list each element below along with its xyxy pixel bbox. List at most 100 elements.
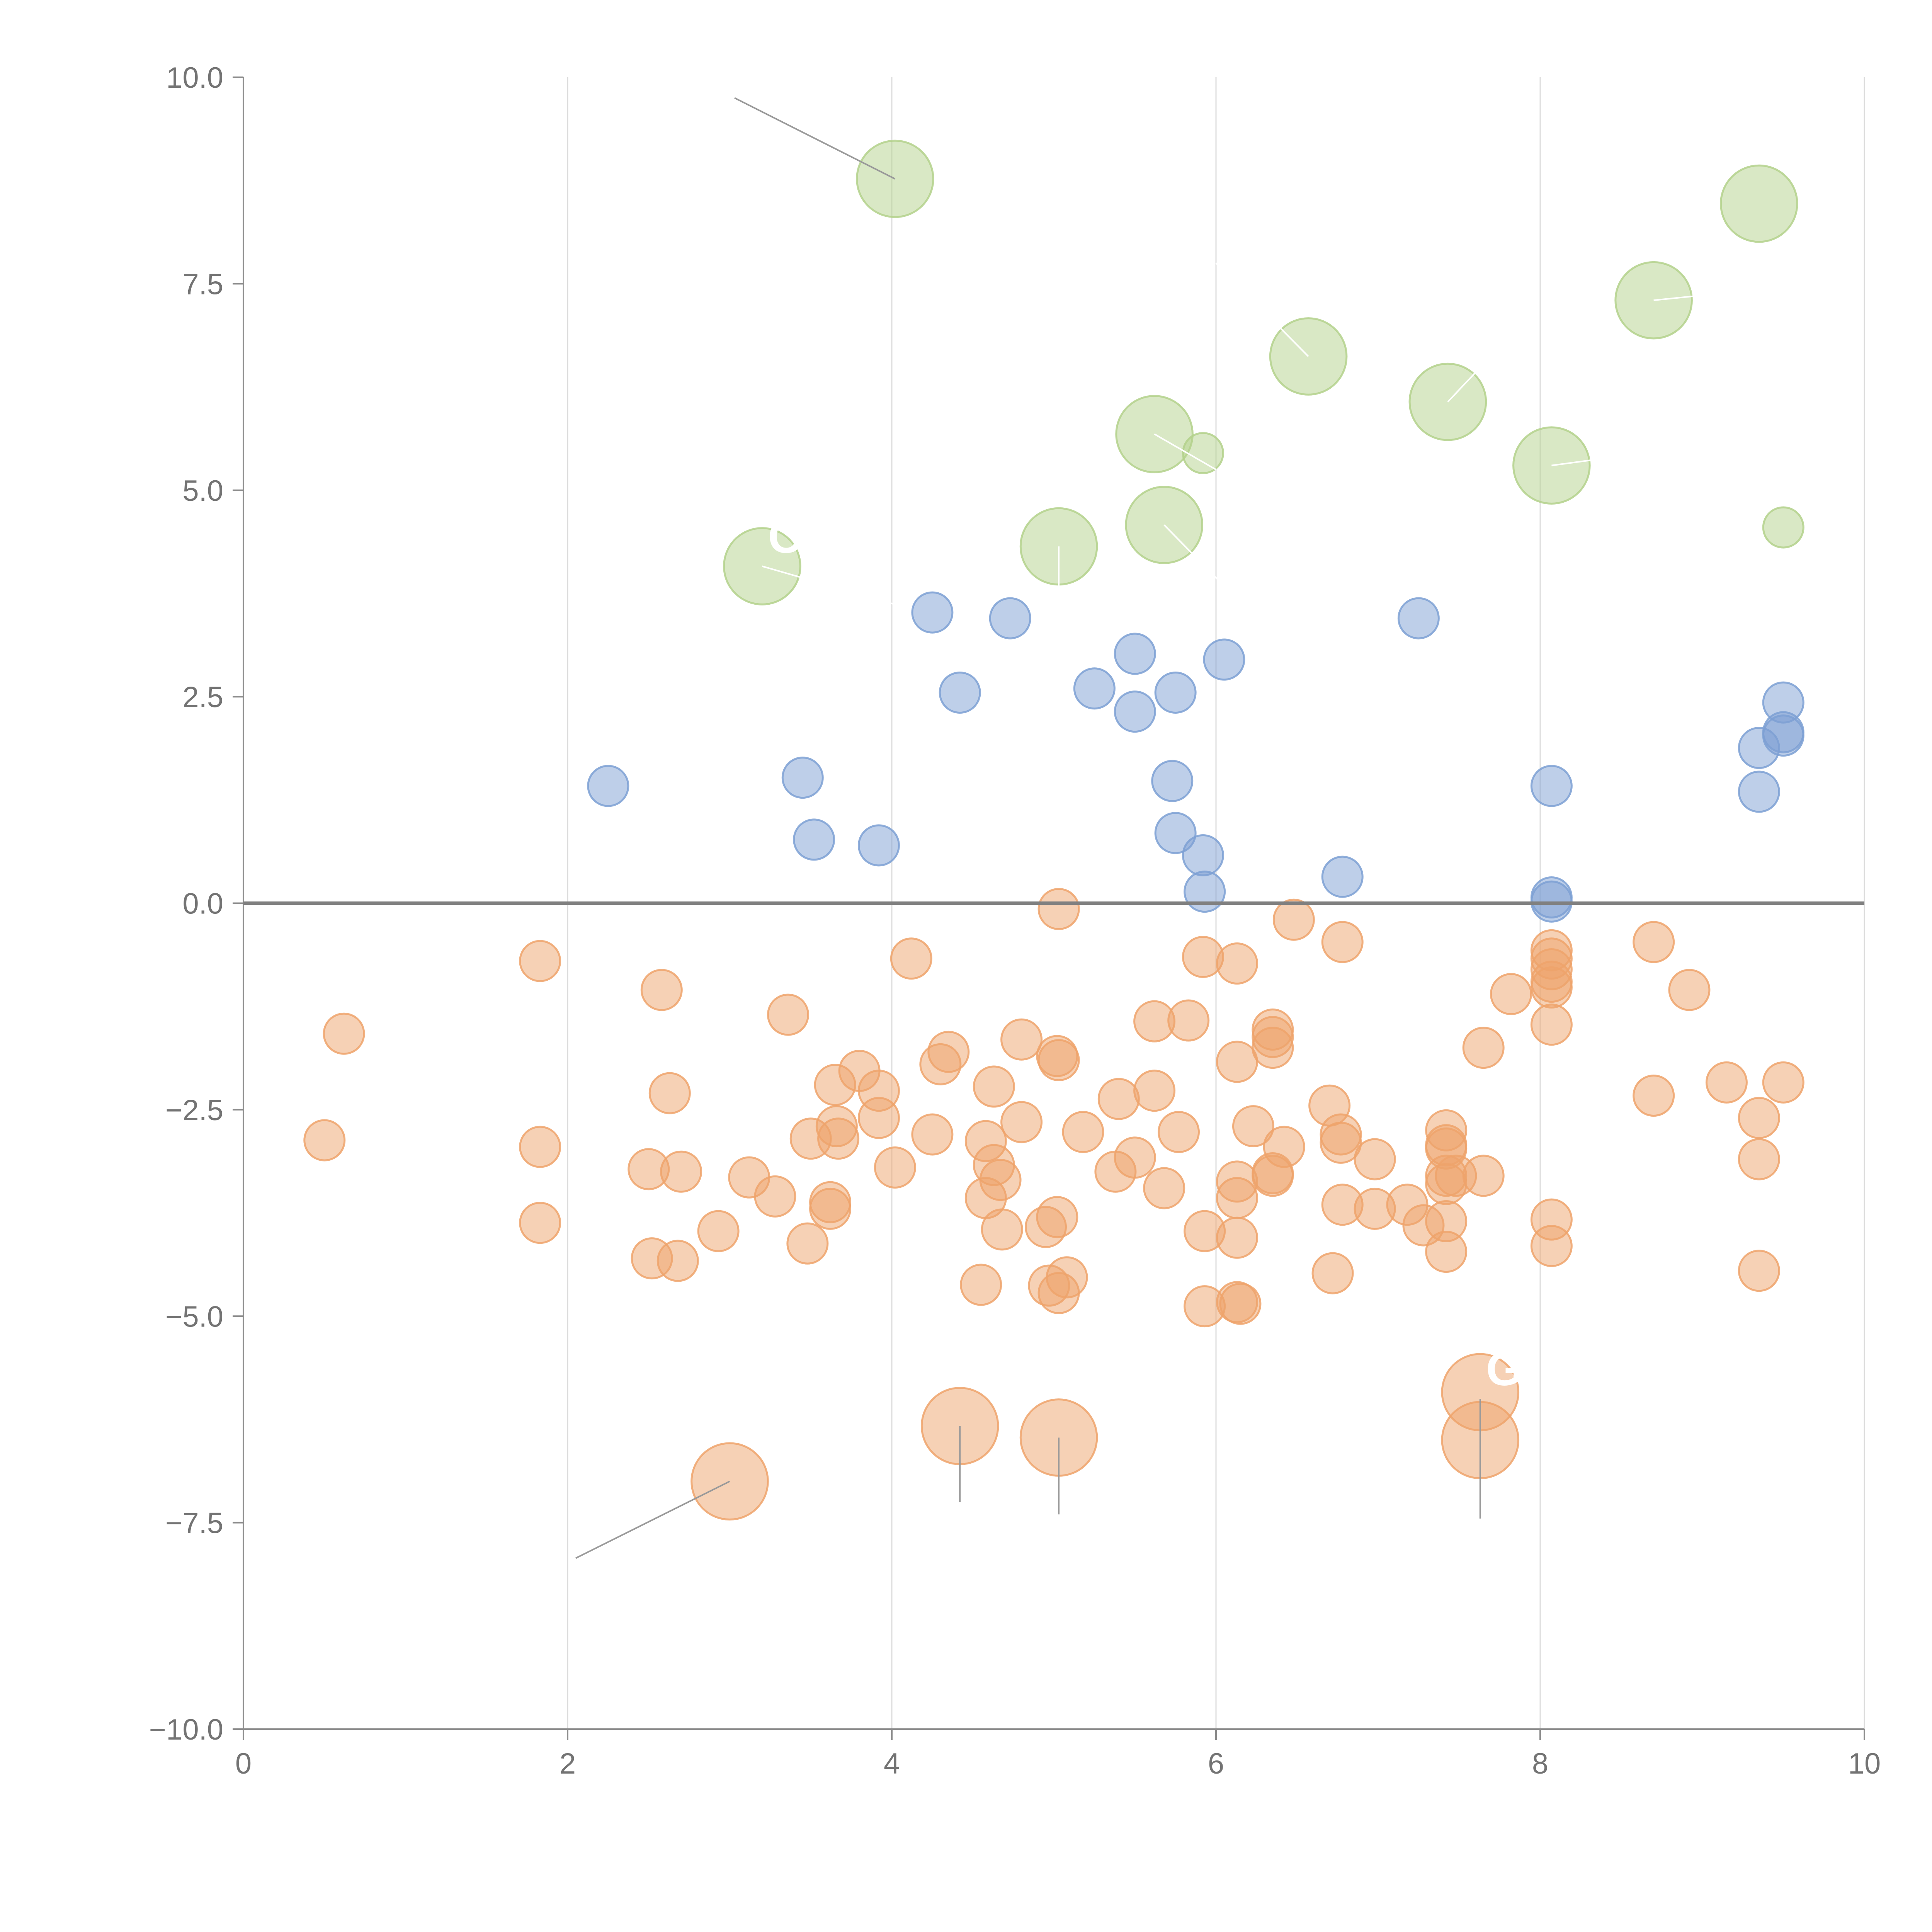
bubble-negative xyxy=(1114,1136,1156,1179)
bubble-negative xyxy=(1219,1282,1262,1325)
bubble-positive xyxy=(939,671,981,714)
x-tick-label: 8 xyxy=(1532,1747,1548,1780)
bubble-positive xyxy=(1114,633,1156,675)
bubble-positive xyxy=(1114,690,1156,733)
bubble-negative xyxy=(1272,898,1315,941)
bubble-positive xyxy=(1738,770,1780,813)
bubble-negative xyxy=(1097,1078,1140,1120)
bubble-negative xyxy=(1321,921,1364,963)
x-tick-label: 6 xyxy=(1208,1747,1224,1780)
x-tick-label: 0 xyxy=(235,1747,252,1780)
bubble-negative xyxy=(1263,1126,1305,1168)
bubble-negative xyxy=(1216,1177,1259,1219)
bubble-negative xyxy=(1530,966,1573,1009)
bubble-negative xyxy=(1530,1225,1573,1267)
bubble-positive xyxy=(587,765,629,807)
bubble-negative xyxy=(1216,1216,1259,1259)
bubble-negative xyxy=(303,1119,346,1162)
annotation-leader-line xyxy=(1447,320,1525,403)
bubble-negative xyxy=(1062,1111,1104,1153)
bubble-negative xyxy=(1633,1075,1675,1117)
bubble-negative xyxy=(857,1097,900,1139)
bubble-negative xyxy=(786,1222,829,1265)
bubble-negative xyxy=(656,1240,699,1282)
x-tick-label: 10 xyxy=(1848,1747,1881,1780)
bubble-negative xyxy=(1738,1138,1780,1180)
bubble-positive xyxy=(793,818,835,861)
bubble-negative xyxy=(1668,969,1711,1011)
bubble-negative xyxy=(960,1264,1002,1306)
bubble-positive xyxy=(911,591,954,634)
bubble-negative xyxy=(1462,1155,1505,1197)
y-tick-label: −5.0 xyxy=(165,1300,223,1333)
bubble-negative xyxy=(874,1146,916,1189)
bubble-negative xyxy=(519,1126,561,1168)
bubble-negative xyxy=(809,1187,852,1230)
bubble-negative xyxy=(890,937,932,980)
bubble-positive xyxy=(1203,638,1245,681)
bubble-negative xyxy=(1143,1167,1185,1209)
bubble-negative xyxy=(1354,1138,1396,1180)
bubble-highlight-positive xyxy=(1762,506,1804,549)
bubble-negative xyxy=(660,1150,702,1193)
bubble-negative xyxy=(1000,1018,1043,1061)
bubble-negative xyxy=(640,969,683,1011)
bubble-negative xyxy=(973,1065,1015,1108)
bubble-positive xyxy=(1182,834,1224,877)
x-tick-label: 4 xyxy=(884,1747,900,1780)
annotation-leader-line xyxy=(575,1480,730,1559)
y-tick-label: 0.0 xyxy=(182,888,223,920)
bubble-positive xyxy=(1184,871,1226,913)
bubble-negative xyxy=(911,1113,954,1156)
annotation-label: O xyxy=(768,510,804,563)
annotation-leader-line xyxy=(734,97,896,180)
bubble-negative xyxy=(1762,1061,1804,1104)
bubble-negative xyxy=(323,1012,365,1055)
y-tick-label: −10.0 xyxy=(149,1713,223,1746)
bubble-positive xyxy=(989,597,1031,639)
bubble-negative xyxy=(979,1159,1022,1201)
bubble-negative xyxy=(1000,1101,1043,1143)
bubble-positive xyxy=(1073,667,1116,710)
bubble-negative xyxy=(1216,1041,1259,1083)
y-tick-label: −2.5 xyxy=(165,1094,223,1127)
bubble-negative xyxy=(519,1202,561,1244)
bubble-negative xyxy=(1311,1252,1354,1294)
bubble-highlight-positive xyxy=(1182,432,1224,474)
bubble-negative xyxy=(1133,1070,1176,1112)
bubble-negative xyxy=(1216,942,1259,985)
bubble-negative xyxy=(1320,1121,1362,1164)
bubble-negative xyxy=(1530,1003,1573,1046)
bubble-positive xyxy=(1762,714,1804,757)
y-tick-label: −7.5 xyxy=(165,1507,223,1540)
bubble-negative xyxy=(1462,1027,1505,1069)
y-tick-label: 7.5 xyxy=(182,268,223,301)
bubble-positive xyxy=(1530,765,1573,807)
annotation-label: G xyxy=(1486,1343,1523,1395)
bubble-negative xyxy=(1046,1256,1088,1299)
bubble-negative xyxy=(981,1208,1023,1251)
annotation-leader-line xyxy=(1551,456,1614,466)
annotation-leader-line xyxy=(762,565,900,607)
bubble-negative xyxy=(817,1117,860,1160)
bubble-negative xyxy=(648,1072,691,1114)
bubble-negative xyxy=(1425,1231,1468,1273)
bubble-negative xyxy=(1232,1105,1274,1148)
annotation-leader-line xyxy=(1154,433,1216,471)
annotation-leader-line xyxy=(1653,291,1735,301)
bubble-negative xyxy=(1490,973,1532,1015)
annotation-leader-line xyxy=(1163,524,1220,582)
bubble-negative xyxy=(1738,1097,1780,1139)
annotation-leader-line xyxy=(1215,262,1309,357)
bubble-negative xyxy=(1705,1061,1748,1104)
y-tick-label: 5.0 xyxy=(182,474,223,507)
bubble-positive xyxy=(1151,760,1194,802)
bubble-positive xyxy=(1397,597,1440,639)
bubble-negative xyxy=(1167,999,1210,1042)
bubble-highlight-positive xyxy=(1720,164,1798,243)
bubble-positive xyxy=(1321,855,1364,898)
bubble-negative xyxy=(1037,1039,1080,1082)
bubble-negative xyxy=(767,993,810,1036)
bubble-negative xyxy=(1252,1027,1294,1069)
